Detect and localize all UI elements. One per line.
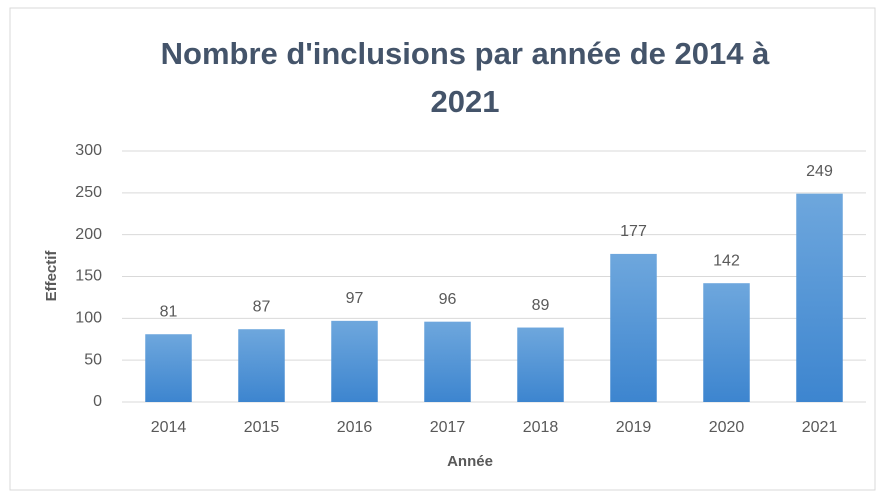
data-label: 96	[439, 291, 457, 308]
data-label: 249	[806, 163, 833, 180]
data-label: 81	[160, 303, 178, 320]
x-axis-label: Année	[447, 453, 493, 470]
bar	[331, 320, 378, 402]
bar	[610, 253, 657, 402]
x-tick-label: 2016	[337, 419, 373, 436]
y-tick-label: 100	[75, 310, 102, 327]
x-tick-label: 2017	[430, 419, 466, 436]
bar	[145, 334, 192, 402]
y-tick-label: 50	[84, 351, 102, 368]
bar	[424, 321, 471, 402]
y-tick-label: 200	[75, 226, 102, 243]
x-tick-label: 2020	[709, 419, 745, 436]
bar	[703, 283, 750, 402]
x-tick-label: 2019	[616, 419, 652, 436]
y-tick-label: 300	[75, 142, 102, 159]
y-tick-label: 0	[93, 393, 102, 410]
y-axis-label: Effectif	[43, 250, 60, 302]
x-tick-label: 2014	[151, 419, 187, 436]
chart-border	[9, 7, 876, 491]
data-label: 87	[253, 298, 271, 315]
data-label: 89	[532, 297, 550, 314]
x-tick-label: 2015	[244, 419, 280, 436]
data-label: 177	[620, 223, 647, 240]
chart-title: Nombre d'inclusions par année de 2014 à …	[160, 36, 770, 119]
data-label: 142	[713, 252, 740, 269]
bar	[796, 193, 843, 402]
bar	[238, 329, 285, 402]
y-tick-label: 150	[75, 268, 102, 285]
data-label: 97	[346, 290, 364, 307]
x-tick-label: 2018	[523, 419, 559, 436]
y-tick-label: 250	[75, 184, 102, 201]
bar	[517, 327, 564, 402]
x-tick-label: 2021	[802, 419, 838, 436]
